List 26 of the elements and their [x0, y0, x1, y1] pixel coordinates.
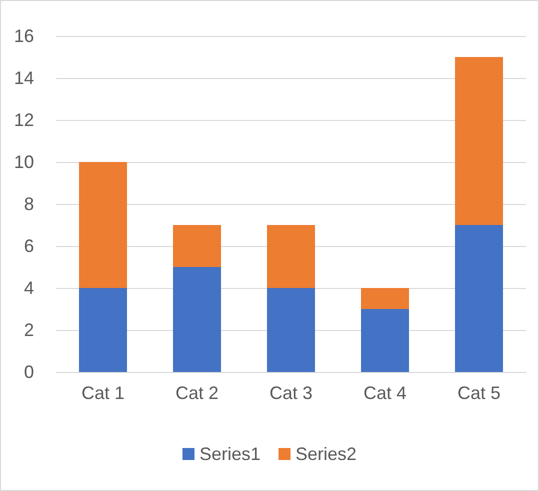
bar [267, 225, 315, 288]
bar [173, 225, 221, 267]
y-tick-label: 8 [24, 194, 34, 214]
y-tick-label: 16 [14, 26, 34, 46]
legend-label: Series2 [296, 444, 357, 464]
bar [79, 162, 127, 288]
y-tick-label: 10 [14, 152, 34, 172]
y-tick-label: 12 [14, 110, 34, 130]
x-tick-label: Cat 3 [269, 383, 313, 403]
x-tick-label: Cat 5 [457, 383, 501, 403]
bar [173, 267, 221, 372]
y-tick-label: 0 [24, 362, 34, 382]
bar [361, 288, 409, 309]
y-tick-label: 14 [14, 68, 34, 88]
bar [455, 57, 503, 225]
x-tick-label: Cat 1 [81, 383, 125, 403]
y-tick-label: 2 [24, 320, 34, 340]
bar [79, 288, 127, 372]
y-tick-label: 6 [24, 236, 34, 256]
y-tick-label: 4 [24, 278, 34, 298]
x-tick-label: Cat 4 [363, 383, 407, 403]
bar [267, 288, 315, 372]
bar [455, 225, 503, 372]
x-tick-label: Cat 2 [175, 383, 219, 403]
legend-label: Series1 [199, 444, 260, 464]
bar [361, 309, 409, 372]
